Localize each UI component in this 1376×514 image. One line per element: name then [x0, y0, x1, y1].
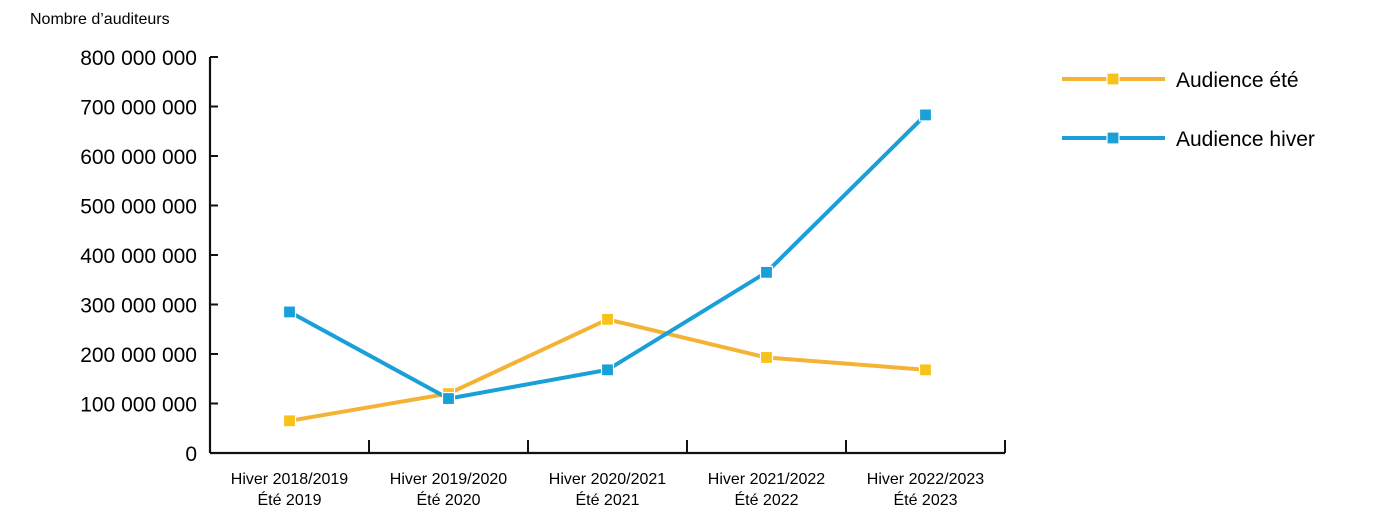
data-point	[759, 350, 774, 365]
x-tick-label: Hiver 2022/2023	[867, 471, 985, 488]
series-group	[282, 108, 933, 428]
x-tick-label: Été 2020	[416, 490, 480, 509]
x-tick-label: Été 2019	[257, 490, 321, 509]
legend-marker	[1106, 72, 1120, 86]
y-tick-label: 600 000 000	[80, 146, 197, 169]
y-tick-label: 300 000 000	[80, 295, 197, 318]
legend: Audience été Audience hiver	[1062, 69, 1315, 151]
data-point	[441, 391, 456, 406]
x-tick-label: Été 2021	[575, 490, 639, 509]
y-tick-label: 700 000 000	[80, 97, 197, 120]
legend-label: Audience hiver	[1176, 128, 1315, 151]
legend-marker	[1106, 131, 1120, 145]
legend-label: Audience été	[1176, 69, 1299, 92]
axes	[208, 57, 1005, 455]
data-point	[918, 108, 933, 122]
x-tick-label: Hiver 2021/2022	[708, 471, 826, 488]
x-tick-label: Été 2022	[734, 490, 798, 509]
x-tick-label: Hiver 2020/2021	[549, 471, 667, 488]
series-line-2	[288, 113, 927, 401]
data-point	[759, 265, 774, 279]
y-ticks: 0 100 000 000 200 000 000 300 000 000 400 00…	[80, 47, 218, 466]
y-tick-label: 400 000 000	[80, 245, 197, 268]
x-tick-label: Été 2023	[893, 490, 957, 509]
data-point	[918, 363, 933, 377]
data-point	[282, 305, 297, 319]
data-point	[282, 414, 297, 428]
y-axis-label: Nombre d’auditeurs	[30, 11, 170, 28]
x-tick-label: Hiver 2019/2020	[390, 471, 508, 488]
y-tick-label: 0	[185, 443, 197, 466]
data-point	[600, 312, 615, 326]
y-tick-label: 200 000 000	[80, 344, 197, 367]
x-tick-label: Hiver 2018/2019	[231, 471, 349, 488]
y-tick-label: 500 000 000	[80, 196, 197, 219]
y-tick-label: 800 000 000	[80, 47, 197, 70]
x-ticks: Hiver 2018/2019 Été 2019 Hiver 2019/2020 Ét…	[209, 440, 1006, 509]
data-point	[600, 363, 615, 377]
y-tick-label: 100 000 000	[80, 394, 197, 417]
